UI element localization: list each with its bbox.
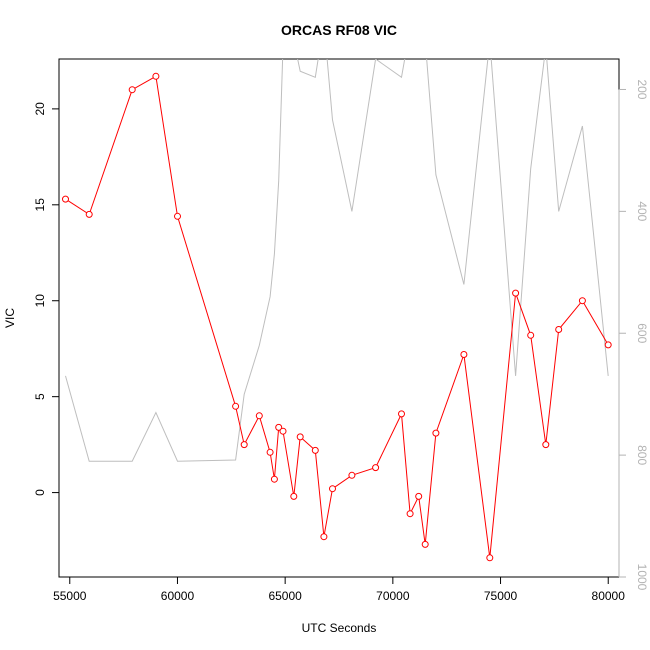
data-point: [542, 441, 550, 449]
data-point: [555, 326, 563, 333]
x-axis: 55000 60000 65000 70000 75000 80000: [53, 576, 626, 603]
right-y-axis: 200 400 600 800 1000: [618, 79, 649, 591]
right-y-tick-label: 1000: [635, 564, 649, 591]
data-point: [578, 297, 586, 305]
y-tick-label: 20: [33, 102, 47, 116]
data-point: [421, 540, 429, 548]
data-point: [329, 485, 336, 493]
y-axis-label: VIC: [3, 308, 17, 328]
data-point: [460, 351, 468, 358]
series-layer: [62, 59, 612, 562]
data-point: [85, 210, 93, 218]
y-axis: 0 5 10 15 20: [33, 102, 60, 496]
chart-title: ORCAS RF08 VIC: [281, 22, 397, 38]
x-tick-label: 80000: [592, 589, 626, 603]
y-tick-label: 10: [33, 294, 47, 308]
right-y-tick-label: 400: [635, 201, 649, 221]
right-y-tick-label: 600: [635, 323, 649, 343]
data-point: [406, 510, 414, 518]
data-point: [527, 331, 535, 339]
data-point: [432, 429, 440, 437]
data-point: [255, 412, 263, 420]
data-point: [275, 423, 283, 431]
data-point: [296, 433, 304, 441]
data-point: [240, 441, 248, 449]
y-tick-label: 5: [33, 393, 47, 400]
data-point: [232, 402, 240, 410]
data-point: [128, 86, 136, 94]
x-tick-label: 60000: [161, 589, 195, 603]
x-tick-label: 75000: [484, 589, 518, 603]
data-point: [152, 72, 160, 80]
data-point: [512, 289, 520, 297]
data-point: [174, 212, 181, 220]
y-tick-label: 0: [33, 489, 47, 496]
data-point: [415, 492, 423, 500]
x-tick-label: 65000: [268, 589, 302, 603]
data-point: [62, 195, 69, 203]
series-line-left-0: [65, 75, 609, 558]
data-point: [279, 427, 287, 435]
data-point: [266, 448, 274, 456]
series-line-right-0: [65, 59, 609, 462]
data-point: [311, 446, 319, 454]
x-tick-label: 55000: [53, 589, 87, 603]
data-point: [604, 341, 612, 349]
data-point: [372, 464, 380, 472]
data-point: [290, 492, 298, 500]
right-y-tick-label: 800: [635, 445, 649, 465]
x-tick-label: 70000: [376, 589, 410, 603]
data-point: [320, 533, 328, 541]
right-y-tick-label: 200: [635, 79, 649, 99]
y-tick-label: 15: [33, 198, 47, 212]
data-point: [270, 475, 278, 483]
data-point: [486, 554, 494, 562]
data-point: [398, 410, 405, 418]
x-axis-label: UTC Seconds: [302, 621, 377, 635]
data-point: [348, 471, 356, 479]
